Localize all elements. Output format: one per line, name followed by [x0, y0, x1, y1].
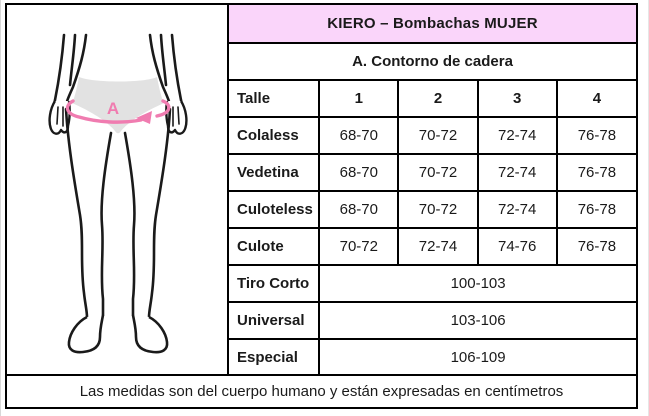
table-subtitle-row: A. Contorno de cadera — [229, 42, 636, 81]
col-header-size-4: 4 — [555, 79, 636, 118]
table-row: Vedetina 68-70 70-72 72-74 76-78 — [229, 153, 636, 192]
size-value-cell: 74-76 — [476, 227, 558, 266]
span-value-cell: 103-106 — [318, 301, 636, 340]
table-header-row: Talle 1 2 3 4 — [229, 79, 636, 118]
size-value-cell: 76-78 — [555, 116, 636, 155]
hip-measure-arrow-icon — [65, 99, 171, 124]
left-foot — [67, 314, 105, 354]
table-title: KIERO – Bombachas MUJER — [229, 5, 636, 44]
left-hand — [48, 100, 71, 135]
table-row: Colaless 68-70 70-72 72-74 76-78 — [229, 116, 636, 155]
size-value-cell: 72-74 — [476, 116, 558, 155]
size-value-cell: 72-74 — [397, 227, 479, 266]
size-value-cell: 68-70 — [318, 190, 400, 229]
size-value-cell: 72-74 — [476, 190, 558, 229]
body-figure-panel: A — [7, 5, 229, 374]
table-span-row: Especial 106-109 — [229, 338, 636, 375]
span-value-cell: 100-103 — [318, 264, 636, 303]
table-row: Culoteless 68-70 70-72 72-74 76-78 — [229, 190, 636, 229]
row-label-especial: Especial — [229, 338, 321, 375]
measure-label-a: A — [107, 99, 119, 118]
table-row: Culote 70-72 72-74 74-76 76-78 — [229, 227, 636, 266]
table-title-row: KIERO – Bombachas MUJER — [229, 5, 636, 44]
row-label-culoteless: Culoteless — [229, 190, 321, 229]
size-value-cell: 76-78 — [555, 190, 636, 229]
right-hand — [165, 100, 188, 135]
footnote-bar: Las medidas son del cuerpo humano y está… — [7, 374, 636, 407]
size-value-cell: 76-78 — [555, 227, 636, 266]
row-label-universal: Universal — [229, 301, 321, 340]
row-label-vedetina: Vedetina — [229, 153, 321, 192]
table-subtitle: A. Contorno de cadera — [229, 42, 636, 81]
size-value-cell: 70-72 — [397, 190, 479, 229]
right-foot — [131, 314, 169, 354]
size-value-cell: 70-72 — [397, 116, 479, 155]
footnote-text: Las medidas son del cuerpo humano y está… — [79, 383, 564, 400]
size-chart-box: A KIERO – Bombachas MUJER A. Contorno de… — [5, 3, 638, 409]
panty-shape — [72, 77, 164, 134]
size-value-cell: 68-70 — [318, 116, 400, 155]
size-value-cell: 72-74 — [476, 153, 558, 192]
size-value-cell: 76-78 — [555, 153, 636, 192]
size-value-cell: 70-72 — [318, 227, 400, 266]
col-header-size-2: 2 — [397, 79, 479, 118]
size-value-cell: 70-72 — [397, 153, 479, 192]
col-header-talle: Talle — [229, 79, 321, 118]
span-value-cell: 106-109 — [318, 338, 636, 375]
size-value-cell: 68-70 — [318, 153, 400, 192]
size-table: KIERO – Bombachas MUJER A. Contorno de c… — [229, 5, 636, 375]
row-label-culote: Culote — [229, 227, 321, 266]
row-label-colaless: Colaless — [229, 116, 321, 155]
top-section: A KIERO – Bombachas MUJER A. Contorno de… — [7, 5, 636, 375]
col-header-size-3: 3 — [476, 79, 558, 118]
table-span-row: Universal 103-106 — [229, 301, 636, 340]
row-label-tiro-corto: Tiro Corto — [229, 264, 321, 303]
table-span-row: Tiro Corto 100-103 — [229, 264, 636, 303]
col-header-size-1: 1 — [318, 79, 400, 118]
lower-body-figure-icon: A — [48, 33, 188, 354]
